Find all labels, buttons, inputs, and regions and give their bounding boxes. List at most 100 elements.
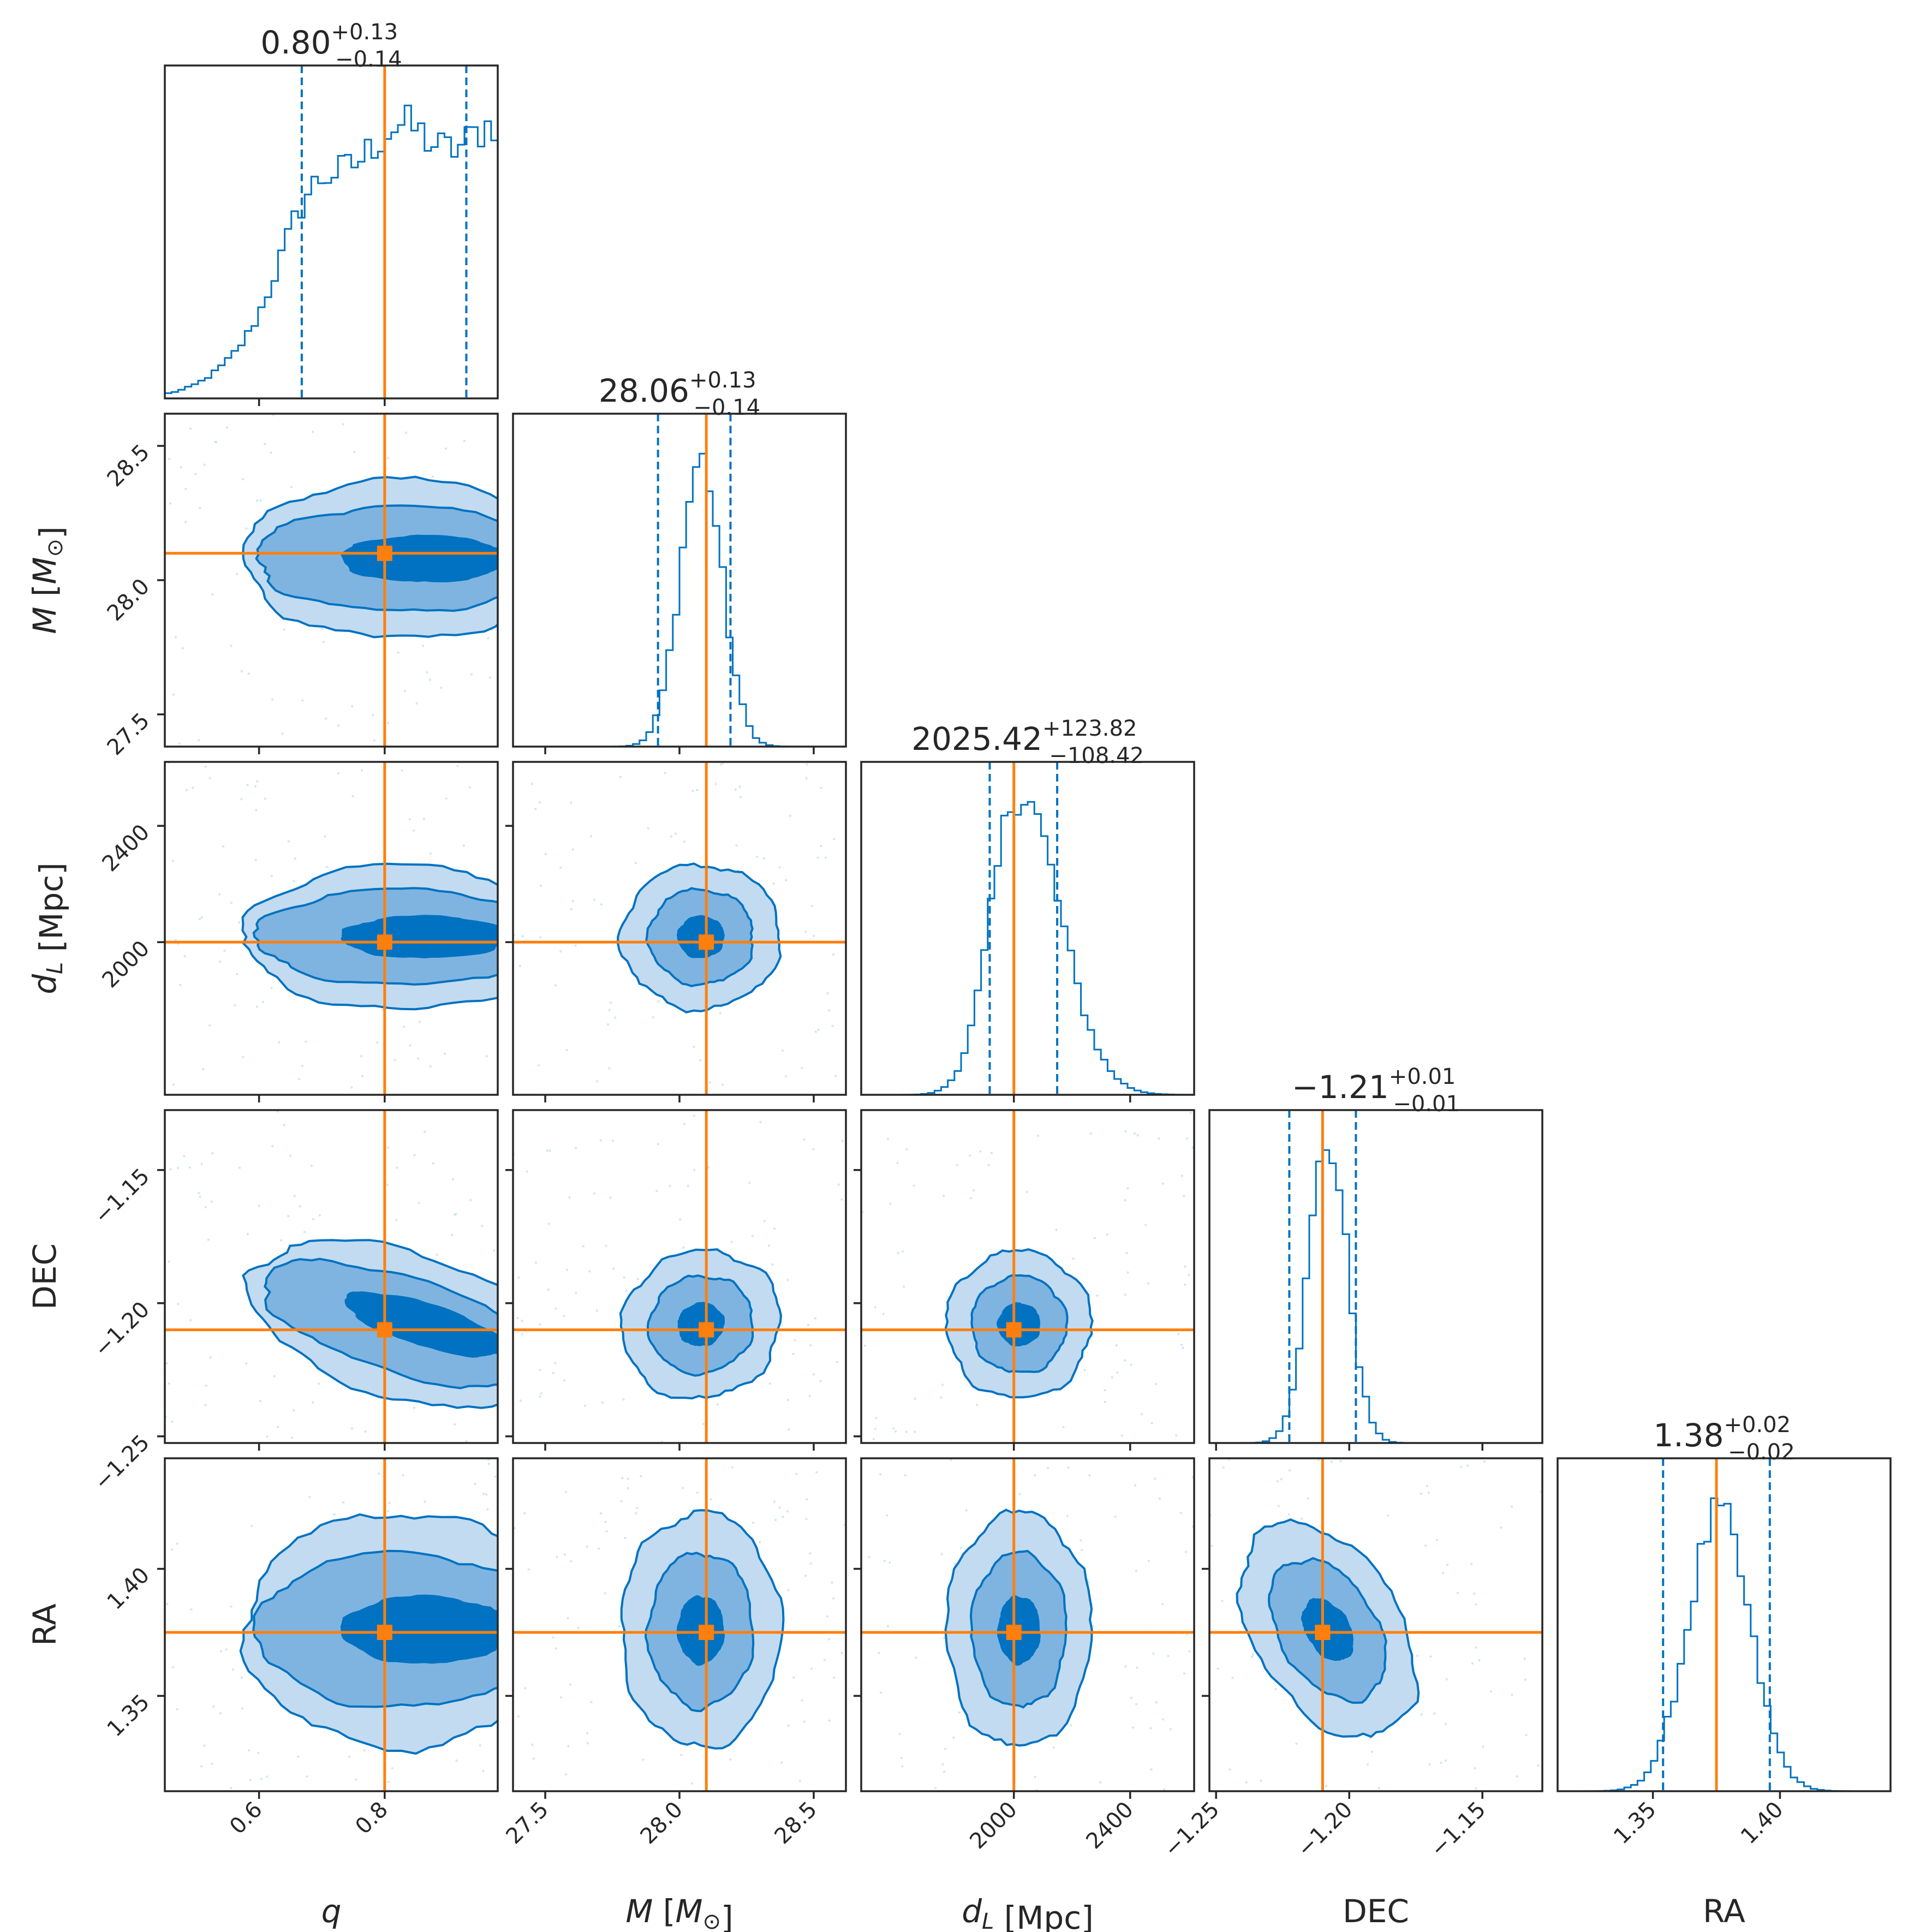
x-axis-label-M: M [M⊙] xyxy=(625,1893,733,1932)
sample-point xyxy=(189,1319,192,1322)
sample-point xyxy=(211,593,214,596)
panel-frame xyxy=(860,1457,1195,1792)
sample-point xyxy=(381,1008,384,1011)
sample-point xyxy=(819,1380,822,1382)
sample-point xyxy=(1034,1775,1036,1779)
sample-point xyxy=(609,1001,612,1004)
sample-point xyxy=(353,451,356,454)
sample-point xyxy=(1133,1132,1136,1135)
sample-point xyxy=(606,1023,610,1026)
sample-point xyxy=(1229,1768,1231,1771)
sample-point xyxy=(623,1276,625,1279)
y-axis-label-DEC: DEC xyxy=(26,1243,63,1310)
sample-point xyxy=(444,447,448,450)
panel-frame xyxy=(1208,1457,1543,1792)
sample-point xyxy=(431,475,434,478)
sample-point xyxy=(831,1581,833,1584)
sample-point xyxy=(297,1755,300,1758)
sample-point xyxy=(516,1317,519,1320)
sample-point xyxy=(787,1589,790,1591)
sample-point xyxy=(361,1075,364,1078)
sample-point xyxy=(780,1761,783,1764)
sample-point xyxy=(886,1625,890,1627)
sample-point xyxy=(708,1081,712,1084)
sample-point xyxy=(238,1166,241,1169)
sample-point xyxy=(165,1362,169,1365)
sample-point xyxy=(540,1392,543,1395)
sample-point xyxy=(494,1475,497,1478)
sample-point xyxy=(1158,1497,1161,1500)
sample-point xyxy=(185,789,188,791)
contour-level-3 xyxy=(340,1594,498,1664)
sample-point xyxy=(563,1314,565,1317)
sample-point xyxy=(787,1724,790,1727)
sample-point xyxy=(554,1307,557,1310)
sample-point xyxy=(254,858,257,862)
sample-point xyxy=(756,855,759,858)
sample-point xyxy=(1483,1460,1486,1463)
sample-point xyxy=(874,1306,877,1309)
sample-point xyxy=(815,1471,818,1474)
sample-point xyxy=(538,1064,540,1067)
sample-point xyxy=(1510,1505,1513,1508)
sample-point xyxy=(364,1430,367,1433)
sample-point xyxy=(805,1517,808,1520)
sample-point xyxy=(418,1201,420,1204)
sample-point xyxy=(242,1056,245,1059)
sample-point xyxy=(481,1225,484,1227)
sample-point xyxy=(953,1563,956,1565)
sample-point xyxy=(168,457,171,461)
sample-point xyxy=(240,670,243,673)
sample-point xyxy=(523,1512,526,1515)
sample-point xyxy=(255,1005,259,1008)
sample-point xyxy=(590,1701,593,1703)
sample-point xyxy=(245,1362,248,1365)
sample-point xyxy=(485,1055,488,1058)
sample-point xyxy=(608,1009,611,1011)
sample-point xyxy=(234,1004,236,1007)
sample-point xyxy=(803,1720,806,1723)
sample-point xyxy=(597,1547,600,1550)
sample-point xyxy=(568,1196,571,1199)
sample-point xyxy=(311,431,314,433)
sample-point xyxy=(230,1786,232,1790)
sample-point xyxy=(189,427,192,430)
sample-point xyxy=(547,1288,550,1291)
sample-point xyxy=(1470,1563,1473,1566)
sample-point xyxy=(259,1400,261,1403)
sample-point xyxy=(1081,1549,1083,1552)
sample-point xyxy=(293,1409,295,1412)
sample-point xyxy=(781,1050,784,1052)
x-axis-label-DEC: DEC xyxy=(1343,1893,1409,1930)
sample-point xyxy=(913,1184,916,1187)
sample-point xyxy=(235,573,238,575)
sample-point xyxy=(453,1423,456,1426)
sample-point xyxy=(524,1687,527,1690)
x-axis-label-RA: RA xyxy=(1703,1893,1745,1930)
sample-point xyxy=(886,1137,890,1141)
sample-point xyxy=(539,1323,541,1326)
sample-point xyxy=(469,1198,472,1202)
sample-point xyxy=(1245,1781,1248,1784)
sample-point xyxy=(817,1028,820,1031)
sample-point xyxy=(236,973,238,976)
sample-point xyxy=(805,777,808,780)
sample-point xyxy=(178,742,181,745)
sample-point xyxy=(424,1130,426,1133)
histogram-panel-DEC: −1.21+0.01 −0.01 xyxy=(1208,1064,1543,1444)
sample-point xyxy=(1274,1687,1277,1691)
sample-point xyxy=(599,1139,602,1142)
sample-point xyxy=(168,1260,170,1263)
sample-point xyxy=(1435,1539,1439,1542)
sample-point xyxy=(183,955,186,958)
sample-point xyxy=(944,1748,947,1750)
sample-point xyxy=(570,801,573,804)
sample-point xyxy=(1444,1759,1447,1762)
sample-point xyxy=(914,1397,916,1400)
sample-point xyxy=(214,440,217,444)
sample-point xyxy=(809,1344,812,1347)
sample-point xyxy=(1067,1466,1070,1469)
sample-point xyxy=(218,960,222,963)
sample-point xyxy=(625,1289,628,1292)
sample-point xyxy=(208,1024,211,1027)
